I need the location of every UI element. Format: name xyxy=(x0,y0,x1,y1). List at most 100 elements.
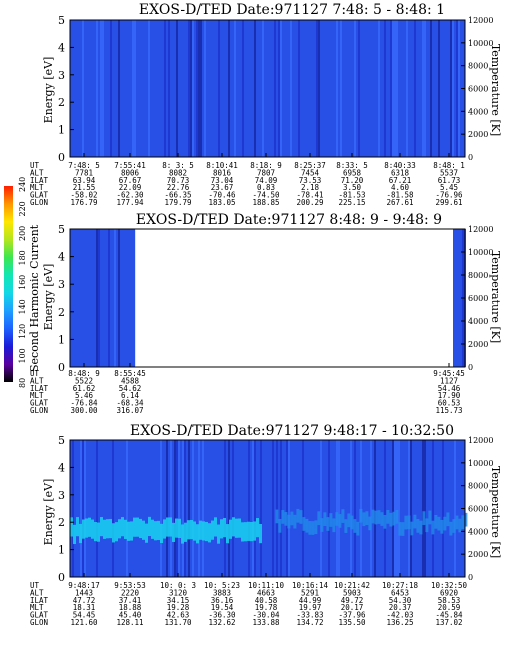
ephemeris-row-label: GLON xyxy=(30,618,48,627)
ephemeris-value: 3883 xyxy=(213,588,231,597)
ephemeris-row-label: ALT xyxy=(30,376,44,385)
y2-tick-label: 12000 xyxy=(468,225,493,234)
ephemeris-value: 200.29 xyxy=(296,198,323,207)
ephemeris-value: 54.62 xyxy=(119,384,142,393)
ephemeris-value: 71.20 xyxy=(341,176,364,185)
y2-tick-label: 4000 xyxy=(468,107,488,116)
ephemeris-row-label: MLT xyxy=(30,391,44,400)
ephemeris-value: 9:53:53 xyxy=(114,581,146,590)
ephemeris-row-label: ILAT xyxy=(30,596,49,605)
ephemeris-value: 36.16 xyxy=(211,596,234,605)
ephemeris-value: 6958 xyxy=(343,168,362,177)
colorbar-tick-label: 200 xyxy=(18,226,27,241)
y-tick-label: 3 xyxy=(58,69,65,82)
ephemeris-value: 2220 xyxy=(121,588,140,597)
ephemeris-value: 8:18: 9 xyxy=(250,161,282,170)
ephemeris-value: 21.55 xyxy=(73,183,96,192)
colorbar-tick-label: 100 xyxy=(18,348,27,363)
ephemeris-value: 5.45 xyxy=(440,183,458,192)
y-tick-label: 2 xyxy=(58,96,65,109)
spectrogram-panel-1: EXOS-D/TED Date:971127 7:48: 5 - 8:48: 1… xyxy=(30,2,502,207)
colorbar-tick-label: 180 xyxy=(18,250,27,265)
y-tick-label: 1 xyxy=(58,333,65,346)
ephemeris-value: 10: 5:23 xyxy=(204,581,240,590)
ephemeris-row-label: UT xyxy=(30,581,40,590)
panel-3-ylabel-right: Temperature [K] xyxy=(489,466,502,558)
ephemeris-value: 7:55:41 xyxy=(114,161,146,170)
ephemeris-row-label: UT xyxy=(30,369,40,378)
ephemeris-value: -62.30 xyxy=(116,191,144,200)
ephemeris-value: 7807 xyxy=(257,168,275,177)
ephemeris-value: 2.18 xyxy=(301,183,320,192)
ephemeris-value: 5.46 xyxy=(75,391,94,400)
ephemeris-value: 45.40 xyxy=(119,611,142,620)
ephemeris-value: 19.28 xyxy=(167,603,190,612)
ephemeris-value: -58.02 xyxy=(70,191,97,200)
ephemeris-row-label: ILAT xyxy=(30,384,49,393)
y2-tick-label: 0 xyxy=(468,573,473,582)
ephemeris-value: 316.07 xyxy=(116,406,143,415)
ephemeris-value: -36.30 xyxy=(208,611,236,620)
ephemeris-value: 54.45 xyxy=(73,611,96,620)
ephemeris-value: 4588 xyxy=(121,376,140,385)
y2-tick-label: 4000 xyxy=(468,317,488,326)
y2-tick-label: 2000 xyxy=(468,130,488,139)
y2-tick-label: 8000 xyxy=(468,271,488,280)
ephemeris-value: 10:27:18 xyxy=(382,581,419,590)
ephemeris-value: 3.50 xyxy=(343,183,362,192)
y2-tick-label: 8000 xyxy=(468,482,488,491)
ephemeris-row-label: GLON xyxy=(30,198,48,207)
ephemeris-row-label: GLAT xyxy=(30,399,49,408)
ephemeris-value: 5291 xyxy=(301,588,319,597)
ephemeris-value: 18.31 xyxy=(73,603,96,612)
ephemeris-value: 7781 xyxy=(75,168,93,177)
ephemeris-value: -66.35 xyxy=(164,191,191,200)
ephemeris-value: 70.73 xyxy=(167,176,190,185)
ephemeris-value: 67.67 xyxy=(119,176,142,185)
y-tick-label: 2 xyxy=(58,516,65,529)
y-tick-label: 0 xyxy=(58,151,65,164)
ephemeris-value: -74.50 xyxy=(252,191,280,200)
panel-1-ylabel-right: Temperature [K] xyxy=(489,44,502,136)
ephemeris-value: -68.34 xyxy=(116,399,144,408)
ephemeris-value: 137.02 xyxy=(435,618,462,627)
colorbar-label: Second Harmonic Current xyxy=(28,224,41,372)
no-data-gap xyxy=(135,229,454,368)
panel-3-title: EXOS-D/TED Date:971127 9:48:17 - 10:32:5… xyxy=(130,423,454,439)
ephemeris-value: 267.61 xyxy=(386,198,413,207)
ephemeris-value: 1127 xyxy=(440,376,458,385)
ephemeris-value: 73.04 xyxy=(211,176,234,185)
ephemeris-row-label: GLAT xyxy=(30,191,49,200)
y-tick-label: 0 xyxy=(58,361,65,374)
y-tick-label: 5 xyxy=(58,223,65,236)
y-tick-label: 0 xyxy=(58,571,65,584)
ephemeris-value: 8:55:45 xyxy=(114,369,146,378)
ephemeris-value: 8: 3: 5 xyxy=(162,161,194,170)
ephemeris-value: 4663 xyxy=(257,588,275,597)
ephemeris-value: 19.97 xyxy=(299,603,322,612)
y-tick-label: 1 xyxy=(58,124,65,137)
y-tick-label: 5 xyxy=(58,14,65,27)
ephemeris-value: 4.60 xyxy=(391,183,410,192)
ephemeris-value: 135.50 xyxy=(338,618,366,627)
ephemeris-value: 188.85 xyxy=(252,198,279,207)
ephemeris-value: 136.25 xyxy=(386,618,413,627)
ephemeris-value: 34.15 xyxy=(167,596,190,605)
panel-1-title: EXOS-D/TED Date:971127 7:48: 5 - 8:48: 1 xyxy=(139,2,445,18)
ephemeris-value: 5903 xyxy=(343,588,361,597)
colorbar-ticks: 80 100 120 140 160 180 200 220 240 xyxy=(18,177,27,388)
ephemeris-value: 42.63 xyxy=(167,611,190,620)
ephemeris-value: 8:33: 5 xyxy=(336,161,368,170)
ephemeris-value: 74.09 xyxy=(255,176,278,185)
ephemeris-value: -45.84 xyxy=(435,611,463,620)
ephemeris-value: 5537 xyxy=(440,168,458,177)
y2-tick-label: 6000 xyxy=(468,294,488,303)
y2-tick-label: 0 xyxy=(468,153,473,162)
ephemeris-value: -76.96 xyxy=(435,191,463,200)
ephemeris-value: -78.41 xyxy=(296,191,323,200)
ephemeris-value: -42.03 xyxy=(386,611,413,620)
y2-tick-label: 10000 xyxy=(468,248,493,257)
ephemeris-value: 61.62 xyxy=(73,384,96,393)
spectrogram-panel-2: EXOS-D/TED Date:971127 8:48: 9 - 9:48: 9… xyxy=(30,212,502,415)
panel-2-ylabel: Energy [eV] xyxy=(42,264,55,331)
